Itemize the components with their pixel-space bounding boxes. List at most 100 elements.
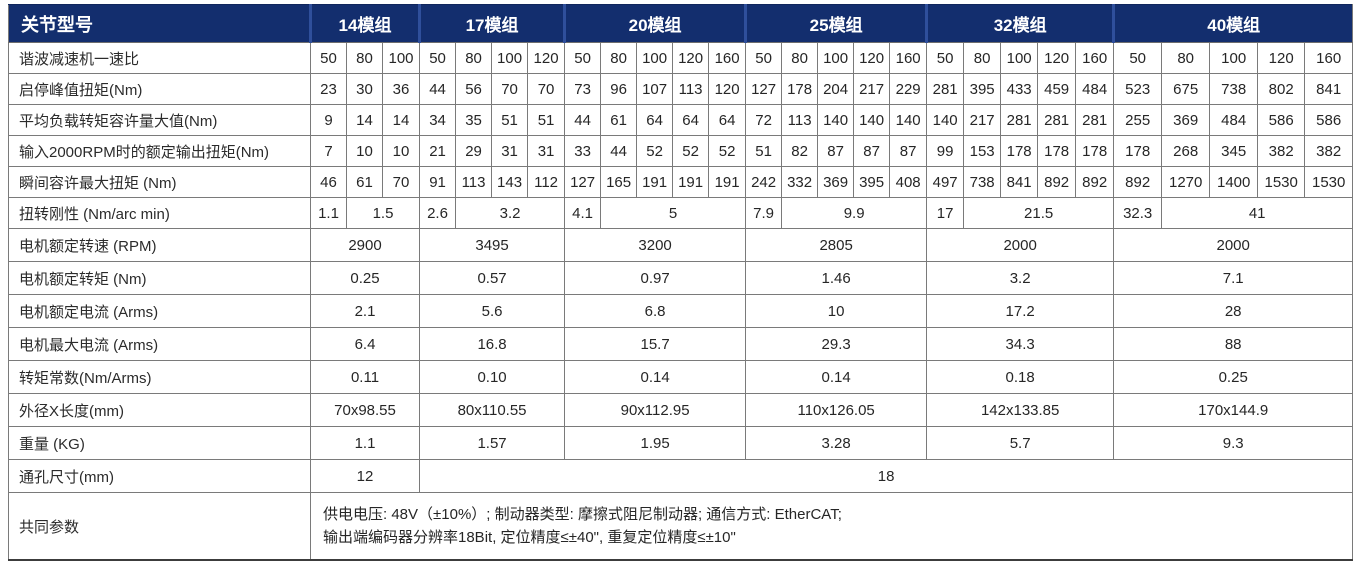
row-label: 平均负载转矩容许量大值(Nm): [8, 104, 311, 136]
value-cell: 44: [600, 135, 638, 167]
table-row: 共同参数 供电电压: 48V（±10%）; 制动器类型: 摩擦式阻尼制动器; 通信…: [8, 492, 1354, 561]
stiffness-cell-merged: 21.5: [963, 197, 1115, 229]
ratio-cell: 80: [600, 42, 638, 74]
common-parameters-cell: 供电电压: 48V（±10%）; 制动器类型: 摩擦式阻尼制动器; 通信方式: …: [309, 492, 1354, 561]
module-value-cell: 0.57: [419, 261, 566, 295]
table-row: 启停峰值扭矩(Nm) 23 30 36 44 56 70 70 73 96 107 113 120 127…: [8, 73, 1354, 105]
table-row: 瞬间容许最大扭矩 (Nm) 46 61 70 91 113 143 112 127 165 191 1…: [8, 166, 1354, 198]
value-cell: 892: [1037, 166, 1077, 198]
module-value-cell: 15.7: [564, 327, 747, 361]
ratio-cell: 120: [1037, 42, 1077, 74]
module-value-cell: 0.25: [309, 261, 421, 295]
stiffness-cell: 1.1: [310, 197, 347, 229]
value-cell: 281: [926, 73, 965, 105]
value-cell: 178: [1075, 135, 1115, 167]
ratio-cell: 160: [1304, 42, 1354, 74]
bore-cell-first: 12: [309, 459, 421, 493]
value-cell: 459: [1037, 73, 1077, 105]
module-value-cell: 142x133.85: [926, 393, 1115, 427]
value-cell: 91: [419, 166, 457, 198]
module-value-cell: 1.57: [419, 426, 566, 460]
value-cell: 586: [1257, 104, 1306, 136]
table-row: 谐波减速机一速比 50 80 100 50 80 100 120 50 80 100 120 160 50…: [8, 42, 1354, 74]
value-cell: 217: [963, 104, 1002, 136]
stiffness-cell-merged: 3.2: [455, 197, 566, 229]
value-cell: 433: [1000, 73, 1039, 105]
stiffness-cell-merged: 9.9: [781, 197, 928, 229]
value-cell: 153: [963, 135, 1002, 167]
value-cell: 178: [1037, 135, 1077, 167]
module-value-cell: 3495: [419, 228, 566, 262]
value-cell: 165: [600, 166, 638, 198]
value-cell: 675: [1161, 73, 1211, 105]
ratio-cell: 120: [853, 42, 891, 74]
table-row: 电机额定转矩 (Nm) 0.25 0.57 0.97 1.46 3.2 7.1: [8, 261, 1354, 295]
module-value-cell: 0.25: [1113, 360, 1354, 394]
value-cell: 140: [926, 104, 965, 136]
value-cell: 484: [1075, 73, 1115, 105]
module-value-cell: 0.10: [419, 360, 566, 394]
value-cell: 31: [491, 135, 529, 167]
value-cell: 523: [1113, 73, 1163, 105]
ratio-cell: 50: [745, 42, 783, 74]
value-cell: 44: [419, 73, 457, 105]
module-value-cell: 2000: [1113, 228, 1354, 262]
module-value-cell: 9.3: [1113, 426, 1354, 460]
value-cell: 140: [817, 104, 855, 136]
module-value-cell: 0.14: [745, 360, 928, 394]
value-cell: 802: [1257, 73, 1306, 105]
value-cell: 21: [419, 135, 457, 167]
value-cell: 178: [1113, 135, 1163, 167]
ratio-cell: 50: [926, 42, 965, 74]
module-value-cell: 110x126.05: [745, 393, 928, 427]
value-cell: 345: [1209, 135, 1259, 167]
value-cell: 51: [527, 104, 566, 136]
module-value-cell: 28: [1113, 294, 1354, 328]
value-cell: 120: [708, 73, 747, 105]
table-row: 电机额定电流 (Arms) 2.1 5.6 6.8 10 17.2 28: [8, 294, 1354, 328]
module-group-header-25模组: 25模组: [744, 4, 928, 43]
module-value-cell: 5.6: [419, 294, 566, 328]
table-row: 平均负载转矩容许量大值(Nm) 9 14 14 34 35 51 51 44 61 64 64 64 72…: [8, 104, 1354, 136]
value-cell: 87: [889, 135, 928, 167]
spec-table-body: 谐波减速机一速比 50 80 100 50 80 100 120 50 80 100 120 160 50…: [8, 42, 1354, 561]
module-value-cell: 2.1: [309, 294, 421, 328]
module-value-cell: 0.97: [564, 261, 747, 295]
module-value-cell: 7.1: [1113, 261, 1354, 295]
module-group-header-32模组: 32模组: [925, 4, 1115, 43]
ratio-cell: 100: [817, 42, 855, 74]
module-group-header-14模组: 14模组: [308, 4, 421, 43]
module-value-cell: 0.11: [309, 360, 421, 394]
ratio-cell: 100: [381, 42, 421, 74]
module-value-cell: 3.2: [926, 261, 1115, 295]
value-cell: 369: [817, 166, 855, 198]
value-cell: 61: [600, 104, 638, 136]
ratio-cell: 80: [781, 42, 819, 74]
value-cell: 497: [926, 166, 965, 198]
module-value-cell: 1.1: [309, 426, 421, 460]
value-cell: 127: [564, 166, 602, 198]
value-cell: 140: [853, 104, 891, 136]
value-cell: 113: [781, 104, 819, 136]
header-row: 关节型号 14模组 17模组 20模组 25模组 32模组 40模组: [8, 4, 1354, 43]
value-cell: 107: [636, 73, 674, 105]
value-cell: 52: [672, 135, 710, 167]
module-value-cell: 6.4: [309, 327, 421, 361]
row-label: 谐波减速机一速比: [8, 42, 311, 74]
module-value-cell: 0.14: [564, 360, 747, 394]
value-cell: 52: [636, 135, 674, 167]
value-cell: 35: [455, 104, 493, 136]
module-value-cell: 29.3: [745, 327, 928, 361]
bore-cell-rest: 18: [419, 459, 1354, 493]
value-cell: 61: [346, 166, 383, 198]
ratio-cell: 100: [636, 42, 674, 74]
row-label: 重量 (KG): [8, 426, 311, 460]
ratio-cell: 160: [889, 42, 928, 74]
value-cell: 34: [419, 104, 457, 136]
value-cell: 332: [781, 166, 819, 198]
ratio-cell: 80: [455, 42, 493, 74]
table-row: 扭转刚性 (Nm/arc min) 1.1 1.5 2.6 3.2 4.1 5 7.9 9.9 1…: [8, 197, 1354, 229]
value-cell: 281: [1000, 104, 1039, 136]
module-value-cell: 6.8: [564, 294, 747, 328]
corner-header: 关节型号: [8, 4, 311, 43]
